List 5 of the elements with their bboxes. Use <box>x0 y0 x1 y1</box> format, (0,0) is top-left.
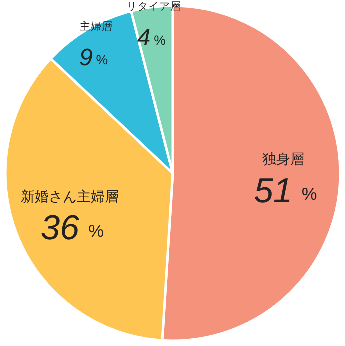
slice-label: 独身層 <box>262 152 304 168</box>
slice-label: 新婚さん主婦層 <box>21 190 120 206</box>
data-label: 9% <box>80 44 108 72</box>
data-label: 36% <box>40 210 104 248</box>
data-label: 51% <box>254 172 318 210</box>
